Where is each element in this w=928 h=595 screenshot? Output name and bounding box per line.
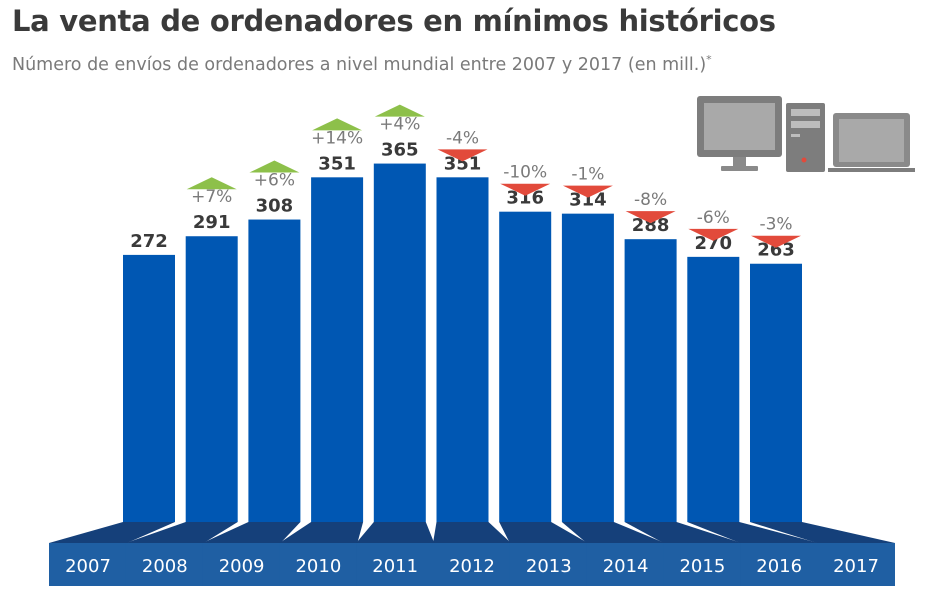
year-base-slope bbox=[356, 522, 435, 543]
year-base-slope bbox=[624, 522, 742, 543]
year-base bbox=[586, 543, 665, 586]
decrease-arrow bbox=[562, 185, 613, 198]
change-label: +7% bbox=[191, 187, 232, 207]
x-tick-label: 2014 bbox=[603, 556, 649, 577]
bar bbox=[123, 254, 175, 522]
desktop-monitor-icon bbox=[697, 96, 782, 171]
chart-subtitle: Número de envíos de ordenadores a nivel … bbox=[12, 53, 712, 75]
year-base-slope bbox=[433, 522, 511, 543]
bar bbox=[499, 211, 552, 523]
year-base-slope bbox=[750, 522, 895, 543]
subtitle-text: Número de envíos de ordenadores a nivel … bbox=[12, 54, 707, 75]
tower-pc-icon bbox=[786, 103, 825, 172]
data-label: 314 bbox=[569, 190, 607, 211]
data-label: 308 bbox=[256, 196, 294, 217]
data-label: 288 bbox=[632, 215, 670, 236]
change-label: +14% bbox=[311, 128, 363, 148]
x-tick-label: 2015 bbox=[679, 556, 725, 577]
year-base bbox=[663, 543, 742, 586]
year-base bbox=[509, 543, 588, 586]
year-base-slope bbox=[499, 522, 588, 543]
year-base bbox=[202, 543, 281, 586]
year-base bbox=[125, 543, 204, 586]
x-tick-label: 2017 bbox=[833, 556, 879, 577]
decrease-arrow bbox=[625, 211, 676, 224]
year-base-slope bbox=[279, 522, 364, 543]
year-bases: 2007 2008 2009 2010 2011 2012 2013 2014 2015 2016… bbox=[49, 522, 895, 586]
bar bbox=[436, 177, 489, 522]
decrease-arrow bbox=[688, 228, 739, 241]
chart-title: La venta de ordenadores en mínimos histó… bbox=[12, 4, 776, 38]
data-label: 316 bbox=[506, 188, 544, 209]
year-base-slope bbox=[561, 522, 665, 543]
change-label: -8% bbox=[634, 190, 667, 210]
decrease-arrow bbox=[437, 149, 488, 162]
bar bbox=[624, 239, 677, 522]
x-tick-label: 2011 bbox=[372, 556, 418, 577]
x-tick-label: 2010 bbox=[295, 556, 341, 577]
change-label: -6% bbox=[697, 208, 730, 228]
year-base-slope bbox=[49, 522, 175, 543]
computer-icons bbox=[697, 96, 915, 172]
year-base-slope bbox=[687, 522, 819, 543]
data-label: 270 bbox=[695, 233, 733, 254]
subtitle-footnote-mark: * bbox=[706, 53, 712, 66]
increase-arrow bbox=[374, 104, 425, 117]
change-label: -10% bbox=[503, 163, 547, 183]
data-label: 291 bbox=[193, 212, 231, 233]
x-tick-label: 2016 bbox=[756, 556, 802, 577]
x-tick-label: 2007 bbox=[65, 556, 111, 577]
year-base bbox=[740, 543, 819, 586]
decrease-arrow bbox=[751, 235, 801, 248]
bar bbox=[687, 256, 740, 522]
decrease-arrow bbox=[500, 183, 551, 196]
bar bbox=[750, 263, 802, 522]
change-label: -4% bbox=[446, 128, 479, 148]
change-label: +4% bbox=[379, 115, 420, 135]
bar bbox=[561, 213, 614, 523]
year-base bbox=[356, 543, 435, 586]
change-markers: +7% +6% +14% +4% -4% -10% -1% -8% -6% -3% bbox=[186, 104, 801, 248]
laptop-icon bbox=[828, 113, 915, 172]
x-tick-label: 2013 bbox=[526, 556, 572, 577]
x-tick-label: 2009 bbox=[219, 556, 265, 577]
data-label: 272 bbox=[130, 231, 168, 252]
increase-arrow bbox=[312, 118, 363, 131]
bar bbox=[373, 163, 426, 522]
increase-arrow bbox=[186, 177, 237, 190]
bar bbox=[248, 219, 301, 522]
year-base-slope bbox=[125, 522, 238, 543]
change-label: -3% bbox=[759, 215, 792, 235]
year-base bbox=[279, 543, 358, 586]
year-base bbox=[817, 543, 895, 586]
year-base-slope bbox=[202, 522, 301, 543]
bar bbox=[185, 236, 238, 522]
year-base bbox=[433, 543, 511, 586]
year-base bbox=[49, 543, 127, 586]
x-tick-label: 2012 bbox=[449, 556, 495, 577]
bar bbox=[311, 177, 364, 522]
data-label: 263 bbox=[757, 240, 795, 261]
increase-arrow bbox=[249, 160, 300, 173]
data-label: 351 bbox=[318, 153, 356, 174]
bars: 272 291 308 351 365 351 316 314 288 270 263 bbox=[123, 140, 802, 523]
x-tick-label: 2008 bbox=[142, 556, 188, 577]
data-label: 351 bbox=[444, 153, 482, 174]
change-label: +6% bbox=[254, 171, 295, 191]
data-label: 365 bbox=[381, 140, 419, 161]
change-label: -1% bbox=[571, 165, 604, 185]
